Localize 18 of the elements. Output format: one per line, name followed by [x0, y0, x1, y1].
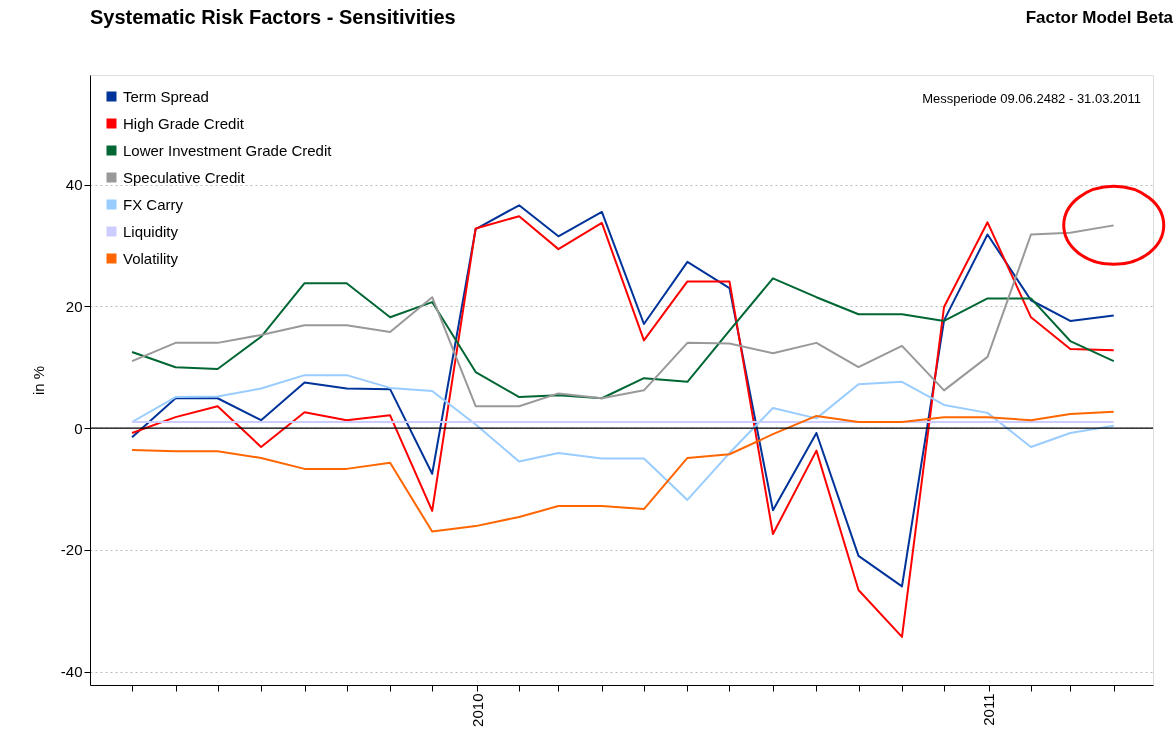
y-tick-label: -20 — [60, 541, 83, 559]
legend-label: High Grade Credit — [123, 114, 245, 132]
legend-label: Liquidity — [123, 222, 179, 240]
annotation: Messperiode 09.06.2482 - 31.03.2011 — [922, 91, 1141, 106]
legend-label: Volatility — [123, 249, 179, 267]
text: Factor Model Beta — [1025, 8, 1174, 27]
x-tick-label: 2011 — [980, 693, 998, 726]
chart-title: Systematic Risk Factors - Sensitivities — [90, 6, 456, 28]
y-axis-title: in % — [29, 365, 47, 396]
x-tick-label: 2010 — [468, 693, 486, 727]
y-tick-label: 40 — [65, 176, 83, 194]
legend-label: Speculative Credit — [123, 168, 246, 186]
legend-label: FX Carry — [123, 195, 184, 213]
y-tick-label: 0 — [74, 419, 83, 437]
legend-label: Lower Investment Grade Credit — [123, 141, 333, 159]
y-tick-label: 20 — [65, 297, 83, 315]
legend-label: Term Spread — [123, 87, 209, 105]
y-tick-label: -40 — [60, 663, 83, 681]
